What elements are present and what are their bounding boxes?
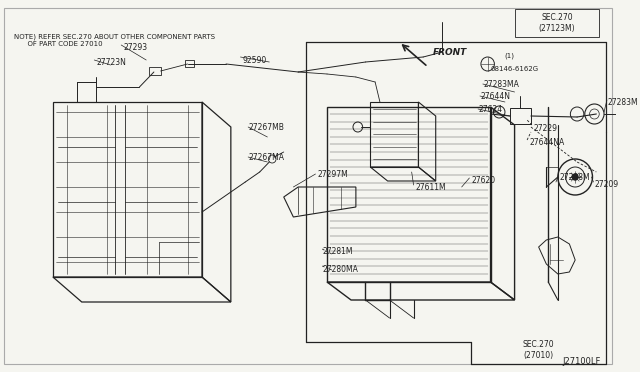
Text: 08146-6162G: 08146-6162G bbox=[490, 66, 539, 72]
Text: 27267MA: 27267MA bbox=[248, 153, 284, 161]
Text: 27723N: 27723N bbox=[96, 58, 126, 67]
Text: 27297M: 27297M bbox=[317, 170, 348, 179]
Text: 27209: 27209 bbox=[595, 180, 618, 189]
Text: 27280MA: 27280MA bbox=[322, 264, 358, 273]
Bar bbox=[185, 60, 195, 67]
Text: 27644N: 27644N bbox=[481, 92, 511, 100]
Bar bbox=[149, 67, 161, 75]
Text: J27100LF: J27100LF bbox=[563, 357, 601, 366]
Bar bbox=[515, 9, 599, 37]
Text: FRONT: FRONT bbox=[433, 48, 467, 57]
Text: SEC.270
(27010): SEC.270 (27010) bbox=[523, 340, 554, 360]
Text: 27281M: 27281M bbox=[322, 247, 353, 257]
Text: 27624: 27624 bbox=[479, 105, 503, 113]
Text: 27644NA: 27644NA bbox=[529, 138, 564, 147]
Text: 27620: 27620 bbox=[471, 176, 495, 185]
Text: 27611M: 27611M bbox=[415, 183, 446, 192]
Text: 92590: 92590 bbox=[243, 55, 267, 64]
Text: NOTE) REFER SEC.270 ABOUT OTHER COMPONENT PARTS
      OF PART CODE 27010: NOTE) REFER SEC.270 ABOUT OTHER COMPONEN… bbox=[15, 33, 216, 47]
Text: 27298M: 27298M bbox=[560, 173, 591, 182]
Text: (1): (1) bbox=[504, 53, 514, 59]
Text: 27267MB: 27267MB bbox=[248, 122, 284, 131]
Text: 27229: 27229 bbox=[534, 124, 558, 132]
Text: 27293: 27293 bbox=[123, 42, 147, 51]
Circle shape bbox=[572, 174, 578, 180]
Text: 27283MA: 27283MA bbox=[484, 80, 520, 89]
Text: SEC.270
(27123M): SEC.270 (27123M) bbox=[539, 13, 575, 33]
Bar bbox=[510, 108, 531, 124]
Text: 27283M: 27283M bbox=[608, 97, 639, 106]
